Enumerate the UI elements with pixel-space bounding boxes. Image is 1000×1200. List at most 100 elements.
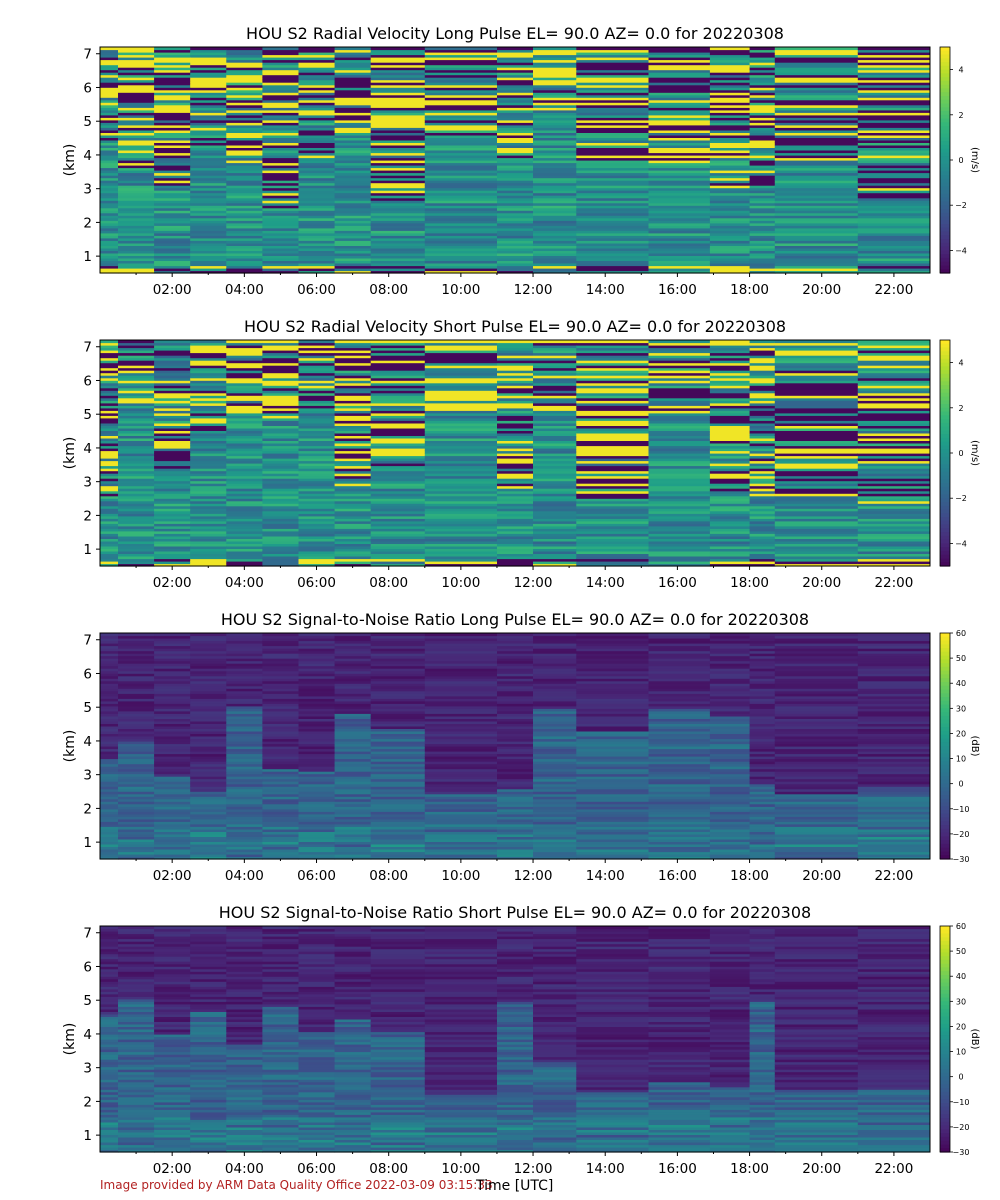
heatmap-cell bbox=[154, 781, 191, 785]
heatmap-cell bbox=[370, 528, 426, 532]
heatmap-cell bbox=[100, 372, 119, 376]
heatmap-cell bbox=[533, 643, 577, 647]
heatmap-cell bbox=[190, 157, 227, 161]
heatmap-cell bbox=[100, 47, 119, 51]
heatmap-cell bbox=[262, 215, 299, 219]
heatmap-cell bbox=[648, 227, 711, 231]
colorbar-segment bbox=[940, 355, 950, 360]
heatmap-cell bbox=[262, 668, 299, 672]
heatmap-cell bbox=[648, 237, 711, 241]
heatmap-cell bbox=[749, 360, 776, 364]
heatmap-cell bbox=[533, 808, 577, 812]
heatmap-cell bbox=[749, 813, 776, 817]
heatmap-cell bbox=[857, 465, 931, 469]
heatmap-cell bbox=[648, 107, 711, 111]
heatmap-cell bbox=[648, 392, 711, 396]
heatmap-cell bbox=[576, 493, 649, 497]
heatmap-cell bbox=[100, 395, 119, 399]
heatmap-cell bbox=[118, 192, 155, 196]
y-tick-label: 2 bbox=[83, 508, 92, 524]
heatmap-cell bbox=[262, 761, 299, 765]
heatmap-cell bbox=[226, 57, 263, 61]
heatmap-cell bbox=[857, 375, 931, 379]
heatmap-cell bbox=[648, 47, 711, 51]
heatmap-cell bbox=[226, 673, 263, 677]
heatmap-cell bbox=[118, 152, 155, 156]
heatmap-cell bbox=[648, 543, 711, 547]
heatmap-cell bbox=[100, 177, 119, 181]
heatmap-cell bbox=[298, 340, 336, 344]
heatmap-cell bbox=[190, 64, 227, 68]
heatmap-cell bbox=[424, 377, 498, 381]
heatmap-cell bbox=[370, 730, 426, 734]
heatmap-cell bbox=[497, 650, 534, 654]
heatmap-cell bbox=[226, 781, 263, 785]
heatmap-cell bbox=[190, 350, 227, 354]
heatmap-cell bbox=[100, 225, 119, 229]
heatmap-cell bbox=[370, 64, 426, 68]
heatmap-cell bbox=[497, 530, 534, 534]
heatmap-cell bbox=[576, 758, 649, 762]
heatmap-cell bbox=[370, 695, 426, 699]
heatmap-cell bbox=[226, 643, 263, 647]
heatmap-cell bbox=[749, 402, 776, 406]
heatmap-cell bbox=[262, 763, 299, 767]
heatmap-cell bbox=[370, 407, 426, 411]
heatmap-cell bbox=[190, 190, 227, 194]
heatmap-cell bbox=[190, 235, 227, 239]
heatmap-cell bbox=[749, 635, 776, 639]
heatmap-cell bbox=[100, 185, 119, 189]
heatmap-cell bbox=[424, 746, 498, 750]
heatmap-cell bbox=[154, 99, 191, 103]
heatmap-cell bbox=[334, 270, 372, 274]
heatmap-cell bbox=[154, 350, 191, 354]
heatmap-cell bbox=[298, 460, 336, 464]
heatmap-cell bbox=[370, 561, 426, 565]
heatmap-cell bbox=[298, 670, 336, 674]
heatmap-cell bbox=[118, 540, 155, 544]
heatmap-cell bbox=[154, 460, 191, 464]
heatmap-cell bbox=[226, 658, 263, 662]
heatmap-cell bbox=[118, 407, 155, 411]
heatmap-cell bbox=[100, 665, 119, 669]
heatmap-cell bbox=[100, 483, 119, 487]
heatmap-cell bbox=[190, 836, 227, 840]
heatmap-cell bbox=[533, 763, 577, 767]
heatmap-cell bbox=[648, 548, 711, 552]
heatmap-cell bbox=[497, 538, 534, 542]
heatmap-cell bbox=[100, 64, 119, 68]
heatmap-cell bbox=[298, 728, 336, 732]
heatmap-cell bbox=[709, 82, 751, 86]
heatmap-cell bbox=[749, 157, 776, 161]
heatmap-cell bbox=[154, 846, 191, 850]
heatmap-cell bbox=[262, 645, 299, 649]
heatmap-cell bbox=[533, 94, 577, 98]
heatmap-cell bbox=[154, 854, 191, 858]
heatmap-cell bbox=[709, 821, 751, 825]
heatmap-cell bbox=[774, 340, 859, 344]
heatmap-cell bbox=[533, 407, 577, 411]
heatmap-cell bbox=[100, 247, 119, 251]
heatmap-cell bbox=[857, 488, 931, 492]
heatmap-cell bbox=[857, 49, 931, 53]
heatmap-cell bbox=[334, 851, 372, 855]
heatmap-cell bbox=[298, 367, 336, 371]
heatmap-cell bbox=[334, 210, 372, 214]
heatmap-cell bbox=[370, 813, 426, 817]
heatmap-cell bbox=[154, 736, 191, 740]
heatmap-cell bbox=[334, 395, 372, 399]
heatmap-cell bbox=[298, 84, 336, 88]
heatmap-cell bbox=[424, 500, 498, 504]
heatmap-cell bbox=[154, 357, 191, 361]
heatmap-cell bbox=[100, 473, 119, 477]
heatmap-cell bbox=[424, 563, 498, 567]
plot-frame bbox=[99, 339, 931, 567]
heatmap-cell bbox=[533, 816, 577, 820]
heatmap-cell bbox=[709, 811, 751, 815]
heatmap-cell bbox=[576, 773, 649, 777]
heatmap-cell bbox=[749, 663, 776, 667]
heatmap-cell bbox=[370, 854, 426, 858]
heatmap-cell bbox=[576, 470, 649, 474]
heatmap-cell bbox=[334, 453, 372, 457]
heatmap-cell bbox=[709, 700, 751, 704]
